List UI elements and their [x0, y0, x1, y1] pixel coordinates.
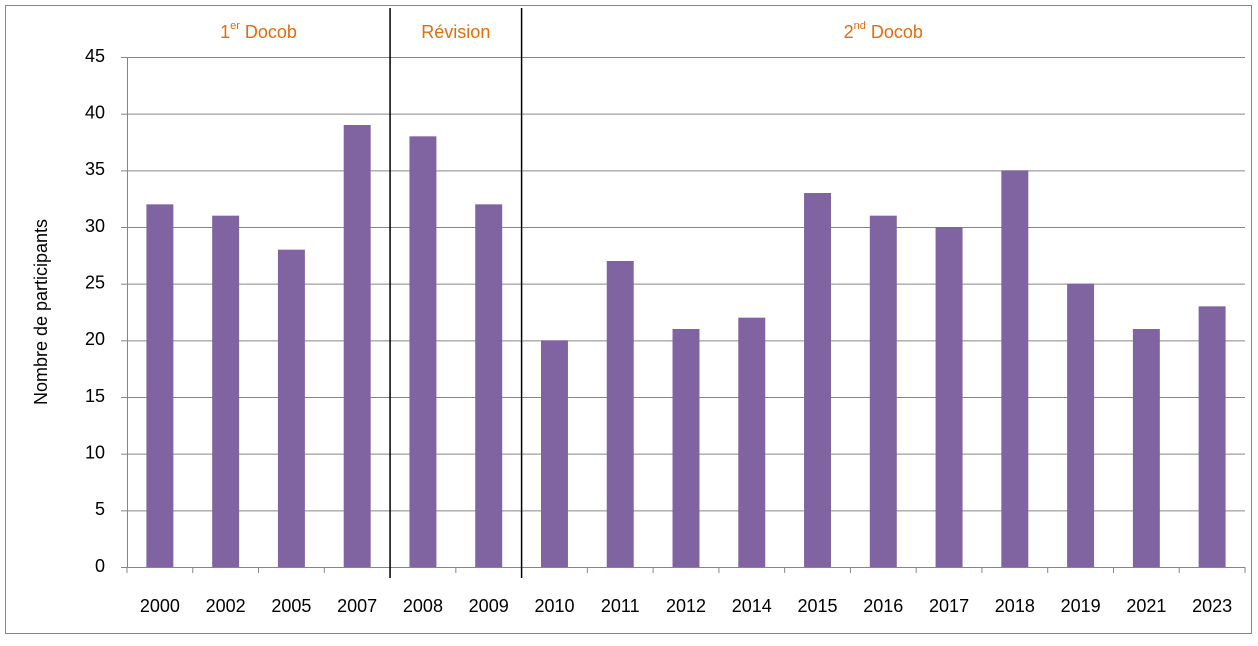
x-tick-label: 2016 — [863, 596, 903, 616]
y-tick-label: 0 — [95, 556, 105, 576]
bar — [804, 193, 832, 567]
bar — [1198, 306, 1226, 567]
section-label: 1er Docob — [220, 20, 297, 42]
x-tick-label: 2005 — [271, 596, 311, 616]
x-tick-label: 2010 — [534, 596, 574, 616]
bar — [738, 317, 766, 567]
bar — [277, 249, 305, 567]
bar — [409, 136, 437, 568]
x-tick-label: 2023 — [1192, 596, 1232, 616]
section-text: 1 — [220, 22, 230, 42]
x-tick-label: 2002 — [206, 596, 246, 616]
x-tick-label: 2017 — [929, 596, 969, 616]
section-sup: nd — [854, 20, 866, 32]
section-label: Révision — [421, 22, 490, 42]
y-tick-label: 30 — [85, 216, 105, 236]
y-tick-label: 40 — [85, 102, 105, 122]
section-sup: er — [230, 20, 240, 32]
x-tick-label: 2018 — [995, 596, 1035, 616]
x-tick-label: 2000 — [140, 596, 180, 616]
x-tick-label: 2007 — [337, 596, 377, 616]
section-tail: Docob — [240, 22, 297, 42]
bar — [146, 204, 174, 568]
bar — [869, 215, 897, 567]
y-tick-label: 20 — [85, 329, 105, 349]
y-tick-label: 45 — [85, 46, 105, 66]
bar — [475, 204, 503, 568]
x-tick-label: 2012 — [666, 596, 706, 616]
section-text: Révision — [421, 22, 490, 42]
section-tail: Docob — [866, 22, 923, 42]
x-tick-label: 2008 — [403, 596, 443, 616]
section-text: 2 — [844, 22, 854, 42]
bar — [672, 329, 700, 567]
y-tick-label: 15 — [85, 386, 105, 406]
x-tick-label: 2019 — [1061, 596, 1101, 616]
y-tick-label: 10 — [85, 442, 105, 462]
x-tick-label: 2021 — [1126, 596, 1166, 616]
y-tick-label: 5 — [95, 499, 105, 519]
y-axis-label: Nombre de participants — [31, 219, 51, 405]
x-tick-label: 2014 — [732, 596, 772, 616]
section-label: 2nd Docob — [844, 20, 923, 42]
bar — [212, 215, 240, 567]
x-tick-label: 2011 — [601, 596, 640, 616]
bar — [606, 261, 634, 567]
bar — [540, 340, 568, 567]
x-tick-label: 2009 — [469, 596, 509, 616]
x-tick-label: 2015 — [798, 596, 838, 616]
y-tick-label: 25 — [85, 272, 105, 292]
bar — [1001, 170, 1029, 568]
bar — [343, 125, 371, 567]
bar — [1132, 329, 1160, 567]
bar — [935, 227, 963, 567]
bar — [1067, 283, 1095, 567]
y-tick-label: 35 — [85, 159, 105, 179]
